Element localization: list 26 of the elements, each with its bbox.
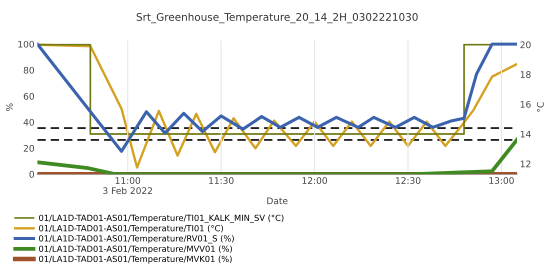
y2-tick-label: 14	[520, 130, 531, 138]
legend-label: 01/LA1D-TAD01-AS01/Temperature/MVV01 (%)	[39, 245, 232, 254]
chart-title: Srt_Greenhouse_Temperature_20_14_2H_0302221030	[136, 12, 418, 24]
legend-label: 01/LA1D-TAD01-AS01/Temperature/MVK01 (%)	[39, 256, 232, 264]
y-tick-label: 40	[24, 118, 34, 126]
legend-label: 01/LA1D-TAD01-AS01/Temperature/TI01_KALK_MIN_SV (°C)	[39, 214, 284, 223]
x-tick-label: 11:30	[209, 177, 234, 184]
y2-axis-title: °C	[536, 102, 544, 112]
y2-tick-label: 16	[520, 100, 531, 108]
x-tick-label: 13:00	[489, 177, 514, 184]
legend-label: 01/LA1D-TAD01-AS01/Temperature/TI01 (°C)	[39, 224, 223, 233]
y2-tick-label: 18	[520, 71, 531, 78]
x-tick-label: 11:00 3 Feb 2022	[103, 177, 152, 194]
y-tick-label: 80	[24, 66, 34, 74]
legend-label: 01/LA1D-TAD01-AS01/Temperature/RV01_S (%)	[39, 235, 234, 244]
y-tick-label: 100	[18, 40, 34, 48]
y-axis-title: %	[6, 103, 13, 111]
line-series	[37, 138, 517, 174]
y-tick-label: 0	[29, 170, 34, 178]
y2-tick-label: 12	[520, 160, 530, 168]
x-tick-label: 12:30	[396, 177, 420, 184]
y-tick-label: 60	[24, 92, 34, 100]
y2-tick-label: 20	[520, 41, 531, 48]
x-axis-title: Date	[267, 197, 288, 204]
x-tick-label: 12:00	[302, 177, 327, 184]
y-tick-label: 20	[24, 144, 34, 152]
